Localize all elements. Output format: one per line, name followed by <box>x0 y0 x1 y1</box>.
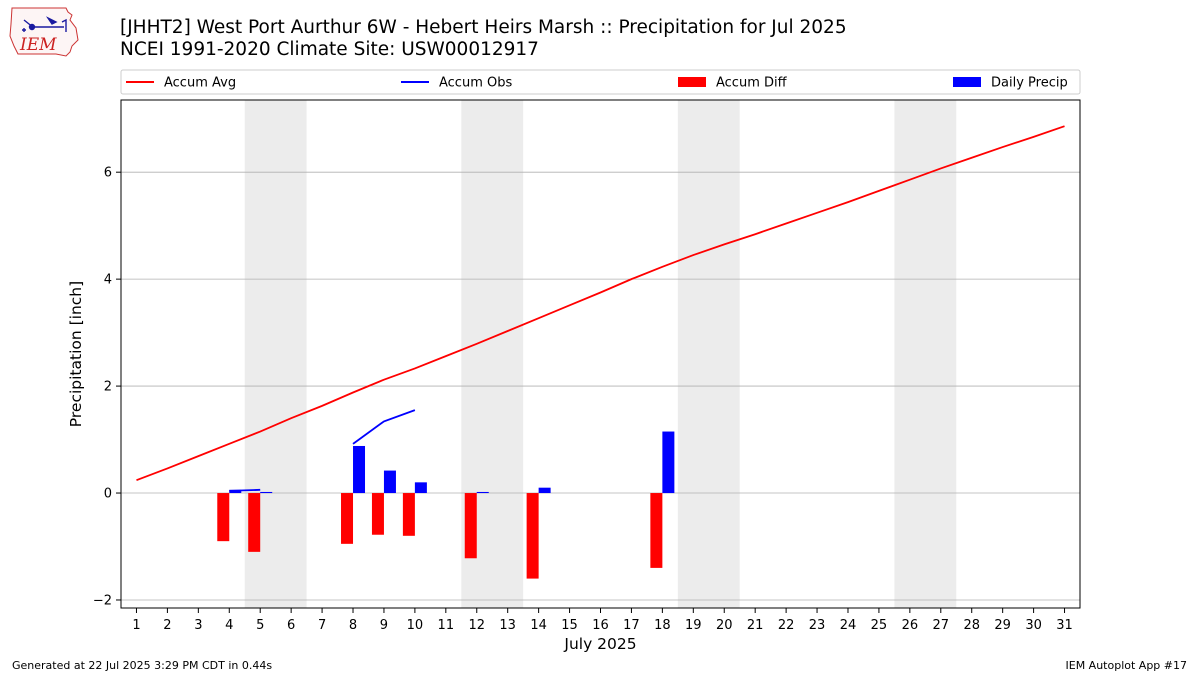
x-tick-label-9: 9 <box>380 618 388 633</box>
accum-diff-bar-day-9 <box>371 493 384 535</box>
x-tick-label-5: 5 <box>256 618 264 633</box>
x-tick-label-29: 29 <box>994 618 1011 633</box>
weekend-band-2 <box>677 100 740 608</box>
x-tick-label-22: 22 <box>778 618 795 633</box>
x-tick-label-24: 24 <box>840 618 857 633</box>
x-axis-label: July 2025 <box>563 635 636 653</box>
accum-obs-line-0 <box>229 488 261 492</box>
y-tick-label-6: 6 <box>104 166 112 181</box>
x-tick-label-12: 12 <box>468 618 485 633</box>
legend-label-accum-obs: Accum Obs <box>439 76 512 91</box>
legend-box <box>120 69 1081 95</box>
y-tick-label-4: 4 <box>104 273 112 288</box>
footer-generated: Generated at 22 Jul 2025 3:29 PM CDT in … <box>12 659 273 672</box>
iem-logo: IEM <box>9 7 79 57</box>
x-tick-label-6: 6 <box>287 618 295 633</box>
legend-label-daily-precip: Daily Precip <box>991 76 1068 91</box>
x-tick-label-8: 8 <box>349 618 357 633</box>
x-tick-label-7: 7 <box>318 618 326 633</box>
legend-label-accum-diff: Accum Diff <box>716 76 788 91</box>
x-tick-label-30: 30 <box>1025 618 1042 633</box>
x-tick-label-13: 13 <box>499 618 516 633</box>
x-tick-label-2: 2 <box>163 618 171 633</box>
x-tick-label-14: 14 <box>530 618 547 633</box>
x-tick-label-11: 11 <box>438 618 455 633</box>
accum-diff-bar-day-14 <box>526 493 539 579</box>
y-tick-label-2: 2 <box>104 380 112 395</box>
accum-obs-line-1 <box>352 409 416 445</box>
x-tick-label-28: 28 <box>963 618 980 633</box>
daily-precip-bar-day-8 <box>353 445 366 494</box>
chart-title: [JHHT2] West Port Aurthur 6W - Hebert He… <box>120 17 847 38</box>
daily-precip-bar-day-12 <box>476 491 489 494</box>
chart-subtitle: NCEI 1991-2020 Climate Site: USW00012917 <box>120 39 539 60</box>
daily-precip-bar-day-9 <box>383 470 396 494</box>
x-tick-label-23: 23 <box>809 618 826 633</box>
daily-precip-bar-day-5 <box>260 491 273 494</box>
x-tick-label-31: 31 <box>1056 618 1073 633</box>
y-axis-label: Precipitation [inch] <box>67 281 85 427</box>
accum-avg-line <box>136 125 1065 482</box>
weekend-band-3 <box>894 100 957 608</box>
x-tick-label-21: 21 <box>747 618 764 633</box>
accum-diff-bar-day-10 <box>402 493 415 536</box>
x-tick-label-17: 17 <box>623 618 640 633</box>
x-tick-label-10: 10 <box>407 618 424 633</box>
x-tick-label-26: 26 <box>902 618 919 633</box>
footer-app: IEM Autoplot App #17 <box>1065 659 1188 672</box>
x-tick-label-16: 16 <box>592 618 609 633</box>
x-tick-label-18: 18 <box>654 618 671 633</box>
x-tick-label-3: 3 <box>194 618 202 633</box>
legend-swatch-daily-precip <box>953 77 981 87</box>
x-tick-label-19: 19 <box>685 618 702 633</box>
daily-precip-bar-day-18 <box>662 431 675 494</box>
daily-precip-bar-day-10 <box>414 482 427 494</box>
accum-diff-bar-day-8 <box>341 493 354 544</box>
x-tick-label-20: 20 <box>716 618 733 633</box>
x-tick-label-25: 25 <box>871 618 888 633</box>
x-tick-label-27: 27 <box>933 618 950 633</box>
iem-logo-text: IEM <box>19 35 57 55</box>
x-tick-label-1: 1 <box>132 618 140 633</box>
accum-diff-bar-day-4 <box>217 493 230 542</box>
y-tick-label--2: −2 <box>93 593 112 608</box>
accum-diff-bar-day-18 <box>650 493 663 568</box>
accum-diff-bar-day-5 <box>248 493 261 552</box>
legend-swatch-accum-diff <box>678 77 706 87</box>
y-tick-label-0: 0 <box>104 487 112 502</box>
legend-label-accum-avg: Accum Avg <box>164 76 236 91</box>
accum-diff-bar-day-12 <box>464 493 477 559</box>
x-tick-label-15: 15 <box>561 618 578 633</box>
daily-precip-bar-day-14 <box>538 487 551 494</box>
x-tick-label-4: 4 <box>225 618 233 633</box>
